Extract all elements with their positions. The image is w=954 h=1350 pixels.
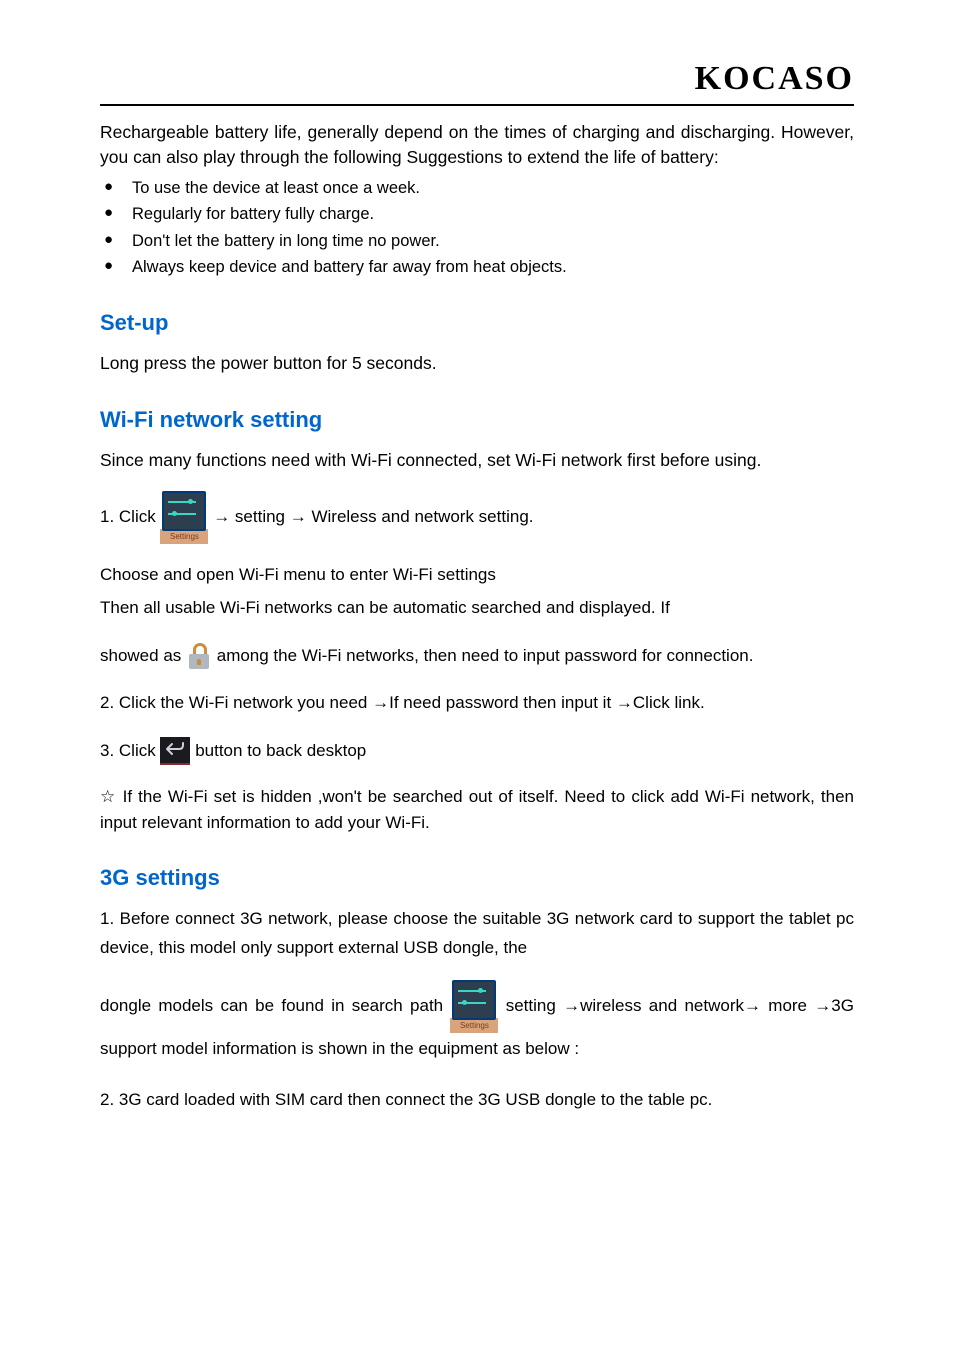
settings-icon-label: Settings	[450, 1018, 498, 1033]
list-item: To use the device at least once a week.	[100, 175, 854, 201]
wifi-step2: 2. Click the Wi-Fi network you need →If …	[100, 689, 854, 718]
3g-dongle-a: dongle models can be found in search pat…	[100, 996, 450, 1015]
3g-heading: 3G settings	[100, 865, 854, 891]
wifi-showed: showed as among the Wi-Fi networks, then…	[100, 640, 854, 672]
battery-intro: Rechargeable battery life, generally dep…	[100, 120, 854, 171]
wifi-then: Then all usable Wi-Fi networks can be au…	[100, 594, 854, 623]
setup-text: Long press the power button for 5 second…	[100, 350, 854, 376]
wifi-step3-b: button to back desktop	[195, 741, 366, 760]
wifi-choose: Choose and open Wi-Fi menu to enter Wi-F…	[100, 561, 854, 590]
3g-p2: 2. 3G card loaded with SIM card then con…	[100, 1086, 854, 1115]
wifi-step3: 3. Click button to back desktop	[100, 735, 854, 767]
setup-heading: Set-up	[100, 310, 854, 336]
back-icon	[160, 737, 190, 765]
3g-p1: 1. Before connect 3G network, please cho…	[100, 905, 854, 963]
settings-icon: Settings	[450, 980, 498, 1033]
wifi-intro: Since many functions need with Wi-Fi con…	[100, 447, 854, 473]
wifi-heading: Wi-Fi network setting	[100, 407, 854, 433]
wifi-showed-b: among the Wi-Fi networks, then need to i…	[217, 646, 754, 665]
settings-icon-label: Settings	[160, 529, 208, 544]
wifi-step1: 1. Click Settings → setting → Wireless a…	[100, 491, 854, 544]
wifi-step3-a: 3. Click	[100, 741, 156, 760]
list-item: Always keep device and battery far away …	[100, 254, 854, 280]
lock-icon	[186, 643, 212, 669]
list-item: Don't let the battery in long time no po…	[100, 228, 854, 254]
settings-icon: Settings	[160, 491, 208, 544]
wifi-showed-a: showed as	[100, 646, 186, 665]
3g-dongle: dongle models can be found in search pat…	[100, 980, 854, 1065]
wifi-step1-b: → setting → Wireless and network setting…	[213, 507, 533, 526]
brand-header: KOCASO	[100, 60, 854, 106]
wifi-step1-a: 1. Click	[100, 507, 156, 526]
battery-tips-list: To use the device at least once a week. …	[100, 175, 854, 281]
wifi-star-note: ☆ If the Wi-Fi set is hidden ,won't be s…	[100, 784, 854, 835]
list-item: Regularly for battery fully charge.	[100, 201, 854, 227]
